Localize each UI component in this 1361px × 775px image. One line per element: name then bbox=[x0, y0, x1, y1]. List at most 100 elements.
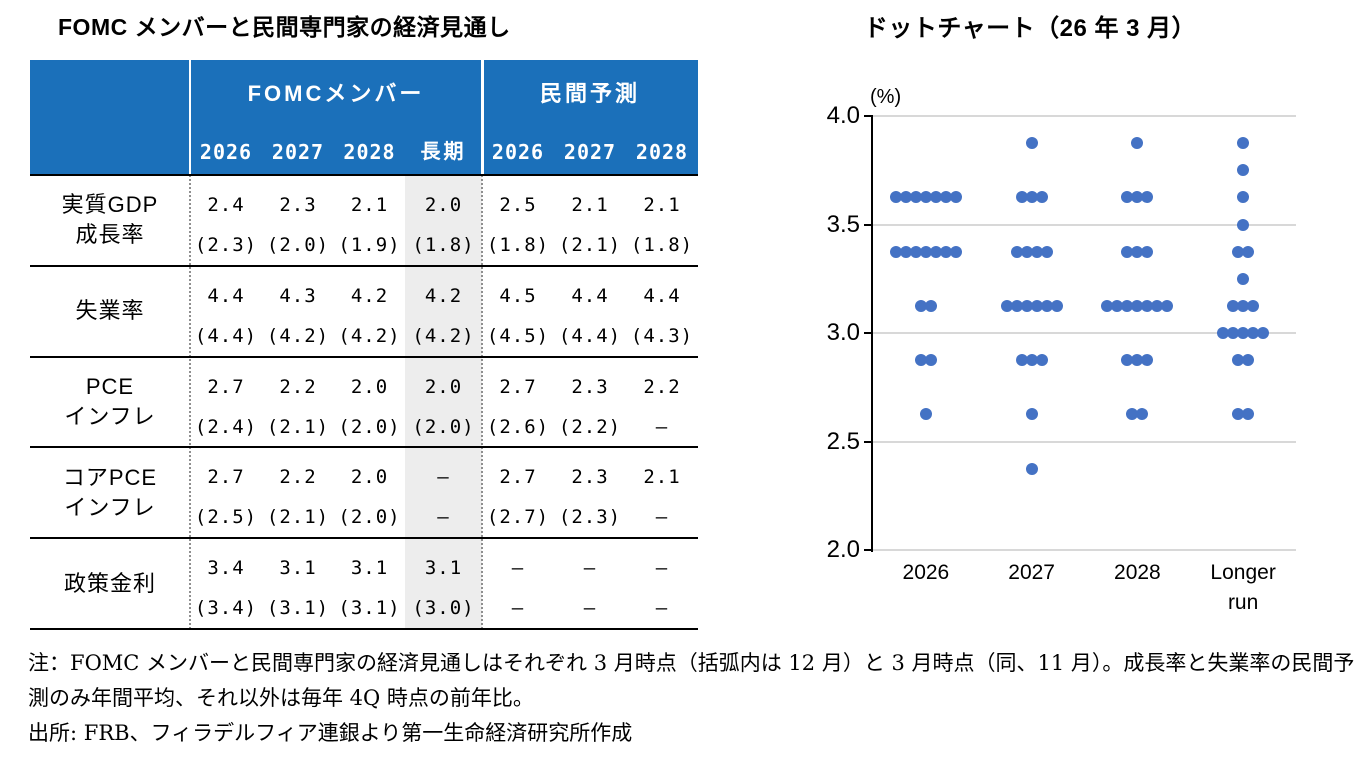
dot bbox=[1141, 245, 1154, 258]
row-divider bbox=[30, 537, 698, 540]
dot bbox=[1227, 327, 1240, 339]
dot bbox=[1040, 245, 1053, 258]
cell-previous: – bbox=[511, 597, 525, 620]
dot bbox=[1111, 299, 1124, 312]
dot bbox=[1151, 299, 1164, 312]
cell-current: 2.7 bbox=[207, 375, 245, 398]
cell-current: 3.1 bbox=[424, 557, 463, 580]
dot bbox=[1015, 354, 1028, 367]
row-label: コアPCE インフレ bbox=[62, 464, 158, 520]
cell-previous: (2.6) bbox=[486, 415, 550, 438]
table-bottom-border bbox=[30, 628, 698, 630]
dot bbox=[1020, 245, 1033, 258]
cell-previous: – bbox=[655, 506, 669, 529]
dot bbox=[1242, 245, 1255, 258]
dot bbox=[1025, 354, 1038, 367]
dot bbox=[924, 354, 937, 367]
dot bbox=[1035, 354, 1048, 367]
header-separator-right bbox=[481, 60, 484, 175]
year-header-2026: 2026 bbox=[491, 140, 545, 164]
dot bbox=[1050, 299, 1063, 312]
dot bbox=[1025, 191, 1038, 204]
year-header-2028: 2028 bbox=[635, 140, 689, 164]
dot bbox=[1161, 299, 1174, 312]
dot bbox=[1257, 327, 1270, 339]
dot bbox=[1121, 299, 1134, 312]
cell-previous: (3.4) bbox=[194, 597, 258, 620]
cell-current: – bbox=[583, 557, 597, 580]
cell-current: 2.5 bbox=[499, 194, 537, 216]
cell-current: 2.0 bbox=[350, 466, 389, 489]
year-header-2026: 2026 bbox=[199, 140, 253, 164]
y-tick-4.0 bbox=[864, 115, 873, 117]
cell-previous: (1.8) bbox=[630, 234, 694, 256]
dot bbox=[1025, 462, 1038, 475]
y-tick-label-4.0: 4.0 bbox=[826, 102, 860, 129]
longrun-column-shading bbox=[405, 175, 482, 629]
dot-chart-title: ドットチャート（26 年 3 月） bbox=[863, 15, 1197, 42]
dot bbox=[1242, 408, 1255, 421]
dot bbox=[1010, 245, 1023, 258]
x-label-1: 2026 bbox=[902, 561, 950, 584]
y-tick-3.0 bbox=[864, 332, 873, 334]
cell-current: – bbox=[437, 466, 450, 489]
cell-previous: (1.9) bbox=[338, 234, 401, 256]
dot bbox=[909, 191, 922, 204]
dot bbox=[1237, 327, 1250, 339]
dot bbox=[1247, 327, 1260, 339]
cell-previous: (3.1) bbox=[338, 597, 401, 620]
dot bbox=[1131, 137, 1144, 150]
dot bbox=[1121, 191, 1134, 204]
cell-current: 4.4 bbox=[643, 284, 681, 307]
dot bbox=[1121, 245, 1134, 258]
cell-previous: (4.5) bbox=[486, 324, 550, 347]
x-label-2: 2027 bbox=[1008, 561, 1055, 584]
dot bbox=[1232, 408, 1245, 421]
dot bbox=[1126, 408, 1139, 421]
dot bbox=[949, 191, 962, 204]
dot bbox=[924, 299, 937, 312]
dot bbox=[899, 245, 912, 258]
dot bbox=[1227, 299, 1240, 312]
dot bbox=[1030, 299, 1043, 312]
dot bbox=[1242, 354, 1255, 367]
x-label-3: 2028 bbox=[1114, 561, 1161, 584]
dot bbox=[1121, 354, 1134, 367]
dot bbox=[1025, 408, 1038, 421]
dot bbox=[1000, 299, 1013, 312]
dot bbox=[929, 191, 942, 204]
cell-previous: (3.0) bbox=[412, 597, 475, 620]
y-axis-unit-label: (%) bbox=[870, 86, 902, 108]
cell-current: – bbox=[655, 557, 669, 580]
cell-previous: (2.1) bbox=[558, 234, 622, 256]
row-label: 実質GDP 成長率 bbox=[61, 192, 159, 248]
dot bbox=[1141, 354, 1154, 367]
cell-previous: (4.2) bbox=[338, 324, 401, 347]
cell-current: 2.2 bbox=[279, 375, 317, 398]
dot bbox=[1131, 299, 1144, 312]
cell-previous: (2.4) bbox=[194, 415, 258, 438]
y-tick-label-2.0: 2.0 bbox=[826, 536, 860, 563]
dot bbox=[1237, 164, 1250, 177]
year-header-長期: 長期 bbox=[420, 141, 467, 163]
row-label: PCE インフレ bbox=[64, 373, 156, 429]
cell-current: 4.3 bbox=[279, 284, 317, 307]
y-tick-3.5 bbox=[864, 223, 873, 226]
cell-previous: (2.3) bbox=[558, 506, 622, 529]
body-separator-left bbox=[189, 175, 191, 629]
y-tick-2.0 bbox=[864, 549, 873, 551]
cell-current: 2.1 bbox=[643, 194, 681, 216]
cell-current: 2.0 bbox=[424, 194, 463, 216]
cell-previous: (4.2) bbox=[266, 324, 330, 347]
y-tick-2.5 bbox=[864, 440, 873, 443]
cell-current: 2.2 bbox=[279, 466, 317, 489]
dot bbox=[1131, 191, 1144, 204]
cell-current: 2.7 bbox=[207, 466, 245, 489]
dot bbox=[1131, 245, 1144, 258]
dot bbox=[1237, 299, 1250, 312]
cell-previous: (2.7) bbox=[486, 506, 550, 529]
y-tick-label-2.5: 2.5 bbox=[826, 427, 860, 455]
dot bbox=[1040, 299, 1053, 312]
cell-current: 2.7 bbox=[499, 375, 537, 398]
cell-previous: (4.2) bbox=[412, 324, 475, 347]
